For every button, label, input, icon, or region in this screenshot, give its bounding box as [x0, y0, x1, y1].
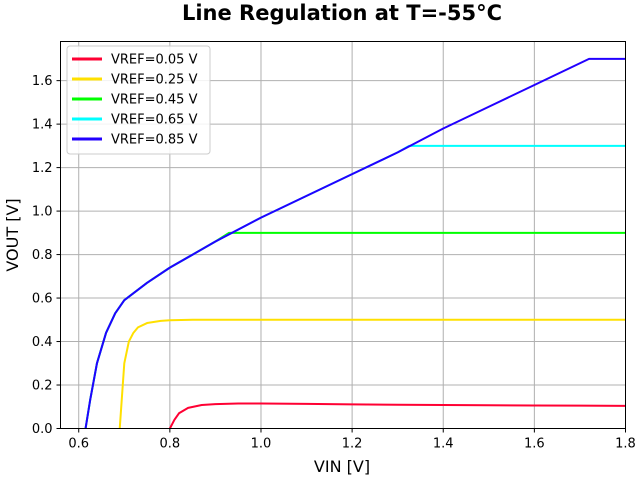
series-line-1 [118, 318, 626, 429]
grid [60, 41, 626, 429]
x-tick-label: 0.8 [160, 437, 181, 452]
x-tick-label: 1.2 [342, 437, 363, 452]
chart-title: Line Regulation at T=-55°C [182, 1, 502, 25]
x-tick-label: 1.4 [433, 437, 454, 452]
legend-box [66, 45, 211, 155]
y-tick-label: 1.6 [32, 74, 53, 89]
y-tick-label: 0.2 [32, 379, 53, 394]
legend-label: VREF=0.45 V [111, 93, 198, 108]
series-line-3 [84, 144, 626, 429]
series-line-0 [168, 402, 626, 429]
legend-label: VREF=0.05 V [111, 53, 198, 68]
plot-frame [60, 41, 626, 429]
series-line-4 [84, 57, 626, 429]
y-tick-label: 0.6 [32, 292, 53, 307]
legend-label: VREF=0.85 V [111, 133, 198, 148]
y-tick-label: 0.8 [32, 248, 53, 263]
series-line-2 [84, 231, 626, 429]
legend-label: VREF=0.65 V [111, 113, 198, 128]
x-tick-label: 1.8 [615, 437, 636, 452]
y-tick-label: 0.4 [32, 335, 53, 350]
x-tick-label: 1.0 [251, 437, 272, 452]
x-axis-label: VIN [V] [314, 457, 370, 476]
y-axis-label: VOUT [V] [3, 198, 22, 271]
axis-ticks: 0.6 0.8 1.0 1.2 1.4 1.6 1.8 0.0 0.2 0.4 0.6 0.8 1.0 1… [32, 74, 636, 451]
legend-label: VREF=0.25 V [111, 73, 198, 88]
y-tick-label: 1.4 [32, 118, 53, 133]
series-lines [84, 57, 626, 429]
y-tick-label: 0.0 [32, 422, 53, 437]
x-tick-label: 0.6 [68, 437, 89, 452]
x-tick-label: 1.6 [524, 437, 545, 452]
y-tick-label: 1.2 [32, 161, 53, 176]
legend: VREF=0.05 V VREF=0.25 V VREF=0.45 V VREF=0.… [66, 45, 211, 155]
y-tick-label: 1.0 [32, 205, 53, 220]
